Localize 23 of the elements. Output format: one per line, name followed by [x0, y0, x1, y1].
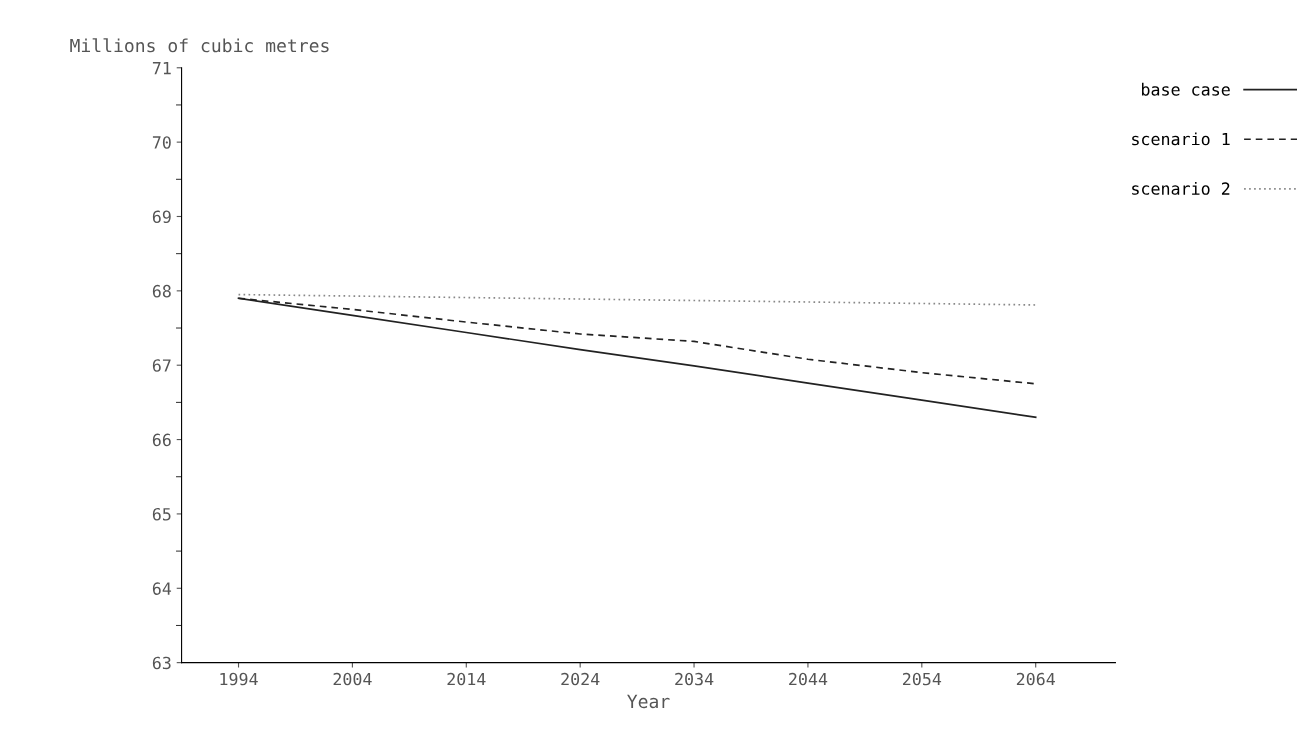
y-tick-label: 63: [152, 656, 171, 670]
x-tick-label: 2034: [675, 672, 714, 686]
x-axis-title: Year: [627, 694, 670, 709]
y-tick-label: 66: [152, 433, 171, 447]
y-axis-title: Millions of cubic metres: [70, 38, 329, 53]
legend-label: base case: [1142, 82, 1230, 96]
y-tick-label: 69: [152, 210, 171, 224]
legend-label: scenario 2: [1132, 181, 1230, 195]
y-tick-label: 65: [152, 507, 171, 521]
y-tick-label: 71: [152, 62, 171, 75]
y-tick-label: 67: [152, 359, 171, 372]
x-tick-label: 2014: [447, 672, 486, 686]
x-tick-label: 2044: [789, 672, 828, 686]
line-series: [237, 293, 1037, 306]
x-tick-label: 1994: [220, 672, 258, 686]
x-tick-label: 2064: [1016, 672, 1055, 686]
x-tick-label: 2054: [902, 672, 942, 686]
y-tick-label: 70: [152, 136, 171, 149]
y-tick-label: 68: [152, 284, 171, 298]
legend-label: scenario 1: [1132, 132, 1230, 146]
y-tick-label: 64: [152, 582, 172, 595]
x-tick-label: 2024: [561, 672, 600, 686]
x-tick-label: 2004: [333, 672, 372, 686]
